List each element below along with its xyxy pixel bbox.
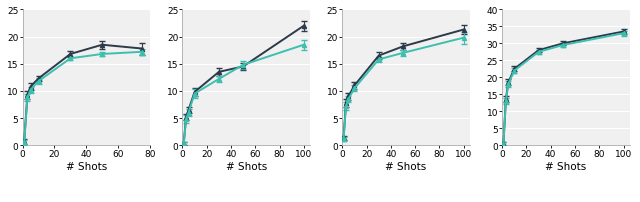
X-axis label: # Shots: # Shots [385,161,427,171]
X-axis label: # Shots: # Shots [545,161,586,171]
X-axis label: # Shots: # Shots [225,161,267,171]
X-axis label: # Shots: # Shots [66,161,107,171]
